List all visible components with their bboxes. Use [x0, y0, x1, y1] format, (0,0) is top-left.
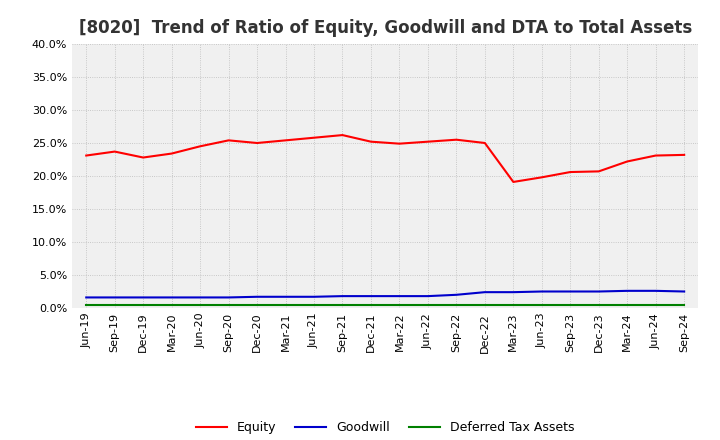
Equity [566, 169, 575, 175]
Goodwill [310, 294, 318, 300]
Deferred Tax Assets [167, 302, 176, 307]
Goodwill [110, 295, 119, 300]
Deferred Tax Assets [338, 302, 347, 307]
Equity [452, 137, 461, 142]
Goodwill [225, 295, 233, 300]
Equity [253, 140, 261, 146]
Deferred Tax Assets [225, 302, 233, 307]
Deferred Tax Assets [509, 302, 518, 307]
Deferred Tax Assets [623, 302, 631, 307]
Goodwill [566, 289, 575, 294]
Equity [509, 179, 518, 184]
Deferred Tax Assets [310, 302, 318, 307]
Line: Equity: Equity [86, 135, 684, 182]
Equity [82, 153, 91, 158]
Goodwill [537, 289, 546, 294]
Equity [196, 143, 204, 149]
Goodwill [139, 295, 148, 300]
Equity [537, 175, 546, 180]
Deferred Tax Assets [196, 302, 204, 307]
Deferred Tax Assets [452, 302, 461, 307]
Deferred Tax Assets [480, 302, 489, 307]
Equity [225, 138, 233, 143]
Equity [139, 155, 148, 160]
Line: Goodwill: Goodwill [86, 291, 684, 297]
Goodwill [282, 294, 290, 300]
Goodwill [338, 293, 347, 299]
Deferred Tax Assets [423, 302, 432, 307]
Goodwill [395, 293, 404, 299]
Deferred Tax Assets [652, 302, 660, 307]
Goodwill [680, 289, 688, 294]
Equity [395, 141, 404, 146]
Equity [366, 139, 375, 144]
Goodwill [82, 295, 91, 300]
Goodwill [595, 289, 603, 294]
Equity [110, 149, 119, 154]
Goodwill [167, 295, 176, 300]
Equity [338, 132, 347, 138]
Deferred Tax Assets [537, 302, 546, 307]
Goodwill [366, 293, 375, 299]
Deferred Tax Assets [110, 302, 119, 307]
Equity [282, 138, 290, 143]
Equity [623, 159, 631, 164]
Equity [310, 135, 318, 140]
Goodwill [423, 293, 432, 299]
Deferred Tax Assets [253, 302, 261, 307]
Goodwill [480, 290, 489, 295]
Goodwill [509, 290, 518, 295]
Deferred Tax Assets [395, 302, 404, 307]
Deferred Tax Assets [680, 302, 688, 307]
Deferred Tax Assets [366, 302, 375, 307]
Deferred Tax Assets [566, 302, 575, 307]
Deferred Tax Assets [82, 302, 91, 307]
Deferred Tax Assets [282, 302, 290, 307]
Equity [423, 139, 432, 144]
Title: [8020]  Trend of Ratio of Equity, Goodwill and DTA to Total Assets: [8020] Trend of Ratio of Equity, Goodwil… [78, 19, 692, 37]
Equity [595, 169, 603, 174]
Legend: Equity, Goodwill, Deferred Tax Assets: Equity, Goodwill, Deferred Tax Assets [191, 416, 580, 439]
Equity [680, 152, 688, 158]
Goodwill [652, 288, 660, 293]
Equity [480, 140, 489, 146]
Deferred Tax Assets [595, 302, 603, 307]
Goodwill [452, 292, 461, 297]
Goodwill [196, 295, 204, 300]
Equity [652, 153, 660, 158]
Goodwill [623, 288, 631, 293]
Goodwill [253, 294, 261, 300]
Deferred Tax Assets [139, 302, 148, 307]
Equity [167, 151, 176, 156]
